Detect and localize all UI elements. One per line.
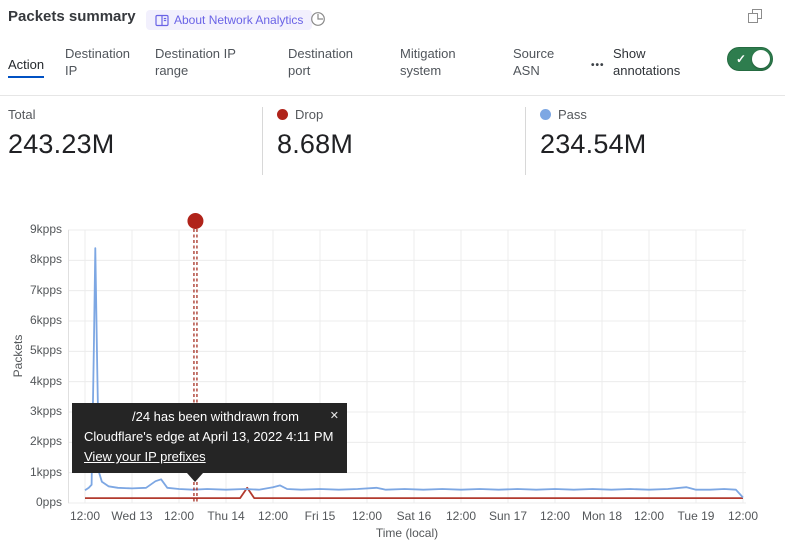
time-range-icon[interactable] [310, 11, 326, 32]
stat-drop-label: Drop [295, 107, 324, 122]
annotation-tooltip: ✕ /24 has been withdrawn from Cloudflare… [72, 403, 347, 482]
x-tick-label: Sun 17 [488, 509, 528, 523]
stat-divider [525, 107, 526, 175]
x-tick-label: 12:00 [727, 509, 759, 523]
x-tick-label: Sat 16 [396, 509, 432, 523]
y-tick-label: 3kpps [29, 404, 62, 418]
stat-total-value: 243.23M [8, 129, 115, 159]
tab-destination-ip-range[interactable]: Destination IP range [155, 46, 236, 78]
about-network-analytics-badge[interactable]: About Network Analytics [146, 10, 313, 30]
x-tick-label: Wed 13 [111, 509, 153, 523]
y-tick-label: 1kpps [29, 464, 62, 479]
header-divider [0, 95, 785, 96]
popout-icon[interactable] [748, 9, 762, 28]
stat-drop-value: 8.68M [277, 129, 354, 159]
tab-destination-port[interactable]: Destination port [288, 46, 354, 78]
stat-pass-label: Pass [558, 107, 587, 122]
tab-mitigation-system[interactable]: Mitigation system [400, 46, 456, 78]
drop-line[interactable] [85, 486, 743, 500]
tooltip-caret [187, 473, 203, 482]
tooltip-line2: Cloudflare's edge at April 13, 2022 4:11… [84, 429, 334, 444]
stat-pass-value: 234.54M [540, 129, 647, 159]
y-tick-label: 8kpps [29, 252, 62, 267]
annotation-marker[interactable] [187, 213, 204, 229]
show-annotations-toggle[interactable]: ✓ [727, 47, 773, 71]
y-tick-label: 4kpps [29, 373, 62, 388]
y-tick-label: 2kpps [29, 434, 62, 449]
stat-divider [262, 107, 263, 175]
stat-total-label: Total [8, 107, 36, 122]
y-axis-ticks: 9kpps 8kpps 7kpps 6kpps 5kpps 4kpps 3kpps 2kpps… [0, 205, 62, 509]
toggle-knob [752, 50, 770, 68]
x-tick-label: Tue 19 [677, 509, 715, 523]
x-tick-label: 12:00 [633, 509, 665, 523]
x-tick-label: 12:00 [163, 509, 195, 523]
tab-destination-ip[interactable]: Destination IP [65, 46, 131, 78]
badge-label: About Network Analytics [174, 13, 304, 27]
tab-source-asn[interactable]: Source ASN [513, 46, 555, 78]
stat-total: Total 243.23M [8, 107, 114, 160]
x-axis-title: Time (local) [375, 526, 439, 540]
more-options-icon[interactable]: ••• [591, 60, 605, 71]
x-tick-label: Thu 14 [207, 509, 245, 523]
pass-line[interactable] [84, 247, 744, 499]
y-tick-label: 7kpps [29, 282, 62, 297]
x-axis-ticks: 12:00 Wed 13 12:00 Thu 14 12:00 Fri 15 12:00 Sa… [68, 509, 758, 525]
show-annotations-label: Show annotations [613, 46, 681, 78]
x-tick-label: 12:00 [539, 509, 571, 523]
drop-series-dot [277, 109, 288, 120]
check-icon: ✓ [736, 52, 747, 66]
close-icon[interactable]: ✕ [329, 410, 339, 422]
tab-action[interactable]: Action [8, 57, 45, 78]
x-tick-label: Fri 15 [304, 509, 336, 523]
ip-prefixes-link[interactable]: View your IP prefixes [84, 449, 206, 464]
y-tick-label: 9kpps [29, 222, 62, 236]
x-tick-label: 12:00 [257, 509, 289, 523]
stat-pass: Pass 234.54M [540, 107, 646, 160]
y-tick-label: 6kpps [29, 313, 62, 327]
y-tick-label: 5kpps [29, 343, 62, 358]
pass-series-dot [540, 109, 551, 120]
page-title: Packets summary [8, 8, 136, 25]
book-icon [155, 14, 169, 27]
tooltip-line1: /24 has been withdrawn from [132, 409, 299, 424]
x-tick-label: 12:00 [69, 509, 101, 523]
x-tick-label: 12:00 [445, 509, 477, 523]
y-tick-label: 0pps [35, 495, 62, 509]
stat-drop: Drop 8.68M [277, 107, 353, 160]
x-tick-label: Mon 18 [581, 509, 623, 523]
x-tick-label: 12:00 [351, 509, 383, 523]
